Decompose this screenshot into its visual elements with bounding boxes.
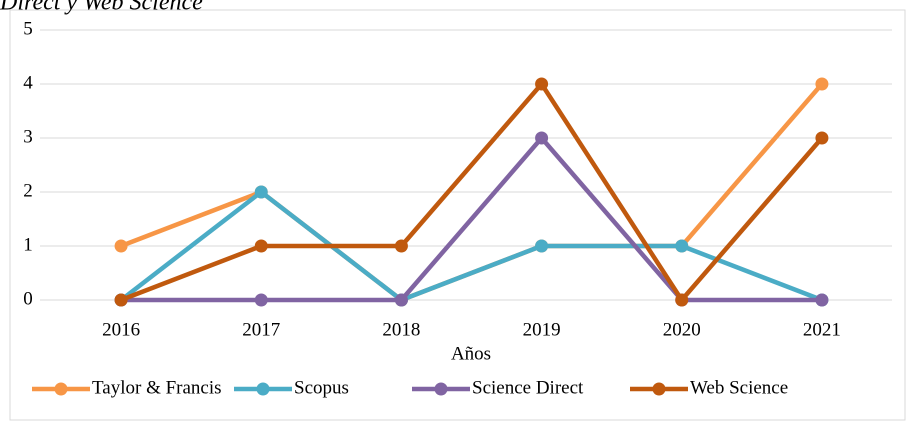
chart-title: Direct y Web Science xyxy=(0,0,203,16)
point-marker xyxy=(675,293,689,307)
x-tick-label: 2019 xyxy=(523,319,561,340)
point-marker xyxy=(394,293,408,307)
x-tick-label: 2017 xyxy=(242,319,280,340)
point-marker xyxy=(815,293,829,307)
point-marker xyxy=(254,239,268,253)
y-tick-label: 5 xyxy=(23,18,33,39)
y-tick-label: 4 xyxy=(23,72,33,93)
point-marker xyxy=(675,239,689,253)
series-line xyxy=(119,189,823,303)
legend-label: Scopus xyxy=(294,377,349,398)
point-marker xyxy=(535,239,549,253)
y-tick-label: 1 xyxy=(23,234,33,255)
point-marker xyxy=(535,131,549,145)
point-marker xyxy=(815,77,829,91)
legend-label: Web Science xyxy=(690,377,788,398)
point-marker xyxy=(815,131,829,145)
x-tick-label: 2020 xyxy=(663,319,701,340)
legend-label: Science Direct xyxy=(472,377,584,398)
point-marker xyxy=(254,293,268,307)
series-line xyxy=(120,81,824,303)
y-tick-label: 2 xyxy=(23,180,33,201)
legend-marker xyxy=(256,382,270,396)
legend-marker xyxy=(434,382,448,396)
x-tick-label: 2016 xyxy=(102,319,140,340)
point-marker xyxy=(394,239,408,253)
point-marker xyxy=(114,293,128,307)
point-marker xyxy=(254,185,268,199)
point-marker xyxy=(535,77,549,91)
chart-frame xyxy=(9,9,906,421)
legend-marker xyxy=(652,382,666,396)
point-marker xyxy=(114,239,128,253)
x-tick-label: 2021 xyxy=(803,319,841,340)
y-tick-label: 3 xyxy=(23,126,33,147)
legend-label: Taylor & Francis xyxy=(92,377,222,398)
y-tick-label: 0 xyxy=(23,288,33,309)
legend-marker xyxy=(54,382,68,396)
x-tick-label: 2018 xyxy=(382,319,420,340)
x-axis-title: Años xyxy=(451,343,491,364)
series-line xyxy=(121,135,822,303)
